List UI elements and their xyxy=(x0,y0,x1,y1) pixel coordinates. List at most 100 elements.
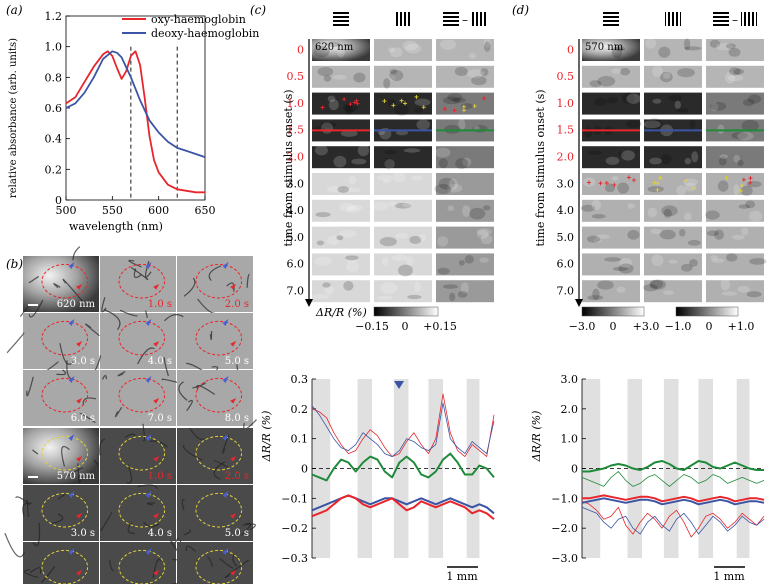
panel-b-vessel xyxy=(32,449,39,455)
panel-d-header-minus: – xyxy=(732,13,738,27)
panel-d-tile-texture xyxy=(733,184,740,196)
panel-b-arrow-red xyxy=(230,284,237,290)
panel-d-wavelength-label: 570 nm xyxy=(585,42,624,53)
panel-d-tile-texture xyxy=(617,182,630,194)
panel-b-arrow-red xyxy=(153,341,160,347)
panel-b-roi-ring xyxy=(118,435,166,471)
panel-d-tile-texture xyxy=(659,229,676,240)
panel-b-roi-ring xyxy=(41,377,89,413)
panel-b-arrow-red xyxy=(76,284,83,290)
panel-c-tile-texture xyxy=(357,144,370,157)
panel-b-vessel xyxy=(185,545,196,552)
panel-d-tile xyxy=(706,280,764,303)
panel-c-landmark-cross xyxy=(399,98,404,103)
panel-d-tile-texture xyxy=(643,284,658,292)
panel-d-tile-texture xyxy=(593,238,602,243)
panel-d-tile-texture xyxy=(679,228,686,237)
panel-c-tile-texture xyxy=(483,38,491,48)
panel-b-arrow-red xyxy=(76,570,83,576)
panel-c-tile-texture xyxy=(402,40,418,51)
panel-d-tile xyxy=(706,226,764,249)
panel-c-tile-texture xyxy=(458,118,466,131)
panel-b-roi-ring xyxy=(41,435,89,471)
panel-d-image-grid: – 0 570 nm 0.5 1.0 1.5 2.0 3.0 4.0 5.0 6.0 7.0 xyxy=(557,12,767,307)
panel-c-time-label: 6.0 xyxy=(287,258,305,271)
panel-d-tile-texture xyxy=(737,131,754,141)
panel-d-tile-texture xyxy=(597,76,616,87)
panel-d-tile-texture xyxy=(741,119,759,132)
panel-c-tile-texture xyxy=(328,99,339,111)
panel-c-peak-arrowhead xyxy=(394,381,404,389)
panel-c-tile-texture xyxy=(477,229,489,239)
panel-c-tile xyxy=(374,92,432,115)
panel-d-tile-texture xyxy=(674,100,682,109)
legend-deoxy: deoxy-haemoglobin xyxy=(151,27,259,40)
panel-b-arrow-blue xyxy=(68,548,75,555)
panel-d-landmark-cross xyxy=(738,188,743,193)
panel-b-time-label: 5.0 s xyxy=(225,356,249,367)
panel-c-tile xyxy=(374,226,432,249)
panel-c-tile xyxy=(374,199,432,222)
panel-c-tile-texture xyxy=(379,236,397,247)
panel-c-tile-texture xyxy=(447,93,463,102)
panel-c-tile-texture xyxy=(345,104,354,115)
panel-d-header-horizontal-grating-icon xyxy=(603,12,619,26)
panel-d-tile-texture xyxy=(595,234,610,239)
panel-d-tile-texture xyxy=(748,210,763,223)
panel-d-landmark-cross xyxy=(612,182,617,187)
panel-c-time-label: 5.0 xyxy=(287,231,305,244)
panel-b-vessel xyxy=(137,347,155,365)
panel-d-tile-texture xyxy=(607,42,614,52)
panel-c-tile-texture xyxy=(345,255,359,261)
panel-c-tile xyxy=(436,253,494,276)
panel-c-time-label: 3.0 xyxy=(287,177,305,190)
panel-d-tile-texture xyxy=(614,46,626,52)
panel-b-vessel xyxy=(152,558,162,579)
panel-c-time-label: 0.5 xyxy=(287,70,305,83)
panel-c-tile-texture xyxy=(448,178,458,190)
panel-b-vessel xyxy=(128,259,142,268)
panel-b-vessel xyxy=(57,493,65,500)
panel-b-tile: 1.0 s xyxy=(100,256,176,313)
panel-b-roi-ring xyxy=(118,492,166,528)
panel-c-header-vertical-grating-icon xyxy=(471,12,487,26)
panel-d-letter: (d) xyxy=(512,3,529,17)
panel-c-image-grid: – 0 620 nm 0.5 1.0 1.5 2.0 3.0 4.0 5.0 6.0 7.0 xyxy=(287,12,494,307)
panel-b-time-label: 6.0 s xyxy=(71,413,95,424)
panel-d-tile-texture xyxy=(684,46,702,51)
panel-d-tile-texture xyxy=(720,278,731,291)
panel-c-tile-texture xyxy=(416,119,430,130)
panel-c-tile-texture xyxy=(462,205,471,217)
panel-d-tile xyxy=(644,39,702,61)
panel-c-tile-texture xyxy=(469,207,486,220)
panel-d-trace-ylabel: ΔR/R (%) xyxy=(530,411,543,463)
panel-b-scale-bar xyxy=(28,476,38,478)
panel-d-tile-texture xyxy=(689,259,698,267)
panel-b-tile-background xyxy=(100,313,176,369)
panel-d-scale-bar-label: 1 mm xyxy=(713,570,745,583)
panel-d-tile-texture xyxy=(646,118,663,131)
panel-d-tile xyxy=(644,253,702,276)
panel-b-arrow-red xyxy=(230,513,237,519)
panel-c-colorbar-label: ΔR/R (%) xyxy=(315,306,367,319)
panel-d-tile-texture xyxy=(583,127,593,138)
panel-b-vessel xyxy=(101,374,108,380)
panel-d-tile-texture xyxy=(726,253,738,262)
panel-b-vessel xyxy=(189,427,205,440)
panel-d-tile xyxy=(582,92,640,115)
panel-d-tile-texture xyxy=(733,154,741,163)
panel-d-tile-texture xyxy=(650,228,662,235)
panel-c-landmark-cross xyxy=(382,99,387,104)
panel-c-tile-texture xyxy=(314,256,333,266)
panel-b-arrow-red xyxy=(76,456,83,462)
panel-d-header-horizontal-grating-icon xyxy=(713,12,729,26)
panel-c-tile-texture xyxy=(343,102,359,113)
panel-c-tile-texture xyxy=(346,205,360,213)
panel-d-tile-texture xyxy=(727,74,744,82)
panel-b-vessel xyxy=(77,463,81,484)
panel-d-tile-texture xyxy=(719,154,729,159)
panel-c-tile-texture xyxy=(391,254,408,261)
panel-d-landmark-cross xyxy=(586,180,591,185)
panel-b-vessel xyxy=(61,445,70,467)
panel-d-tile-texture xyxy=(660,154,672,165)
